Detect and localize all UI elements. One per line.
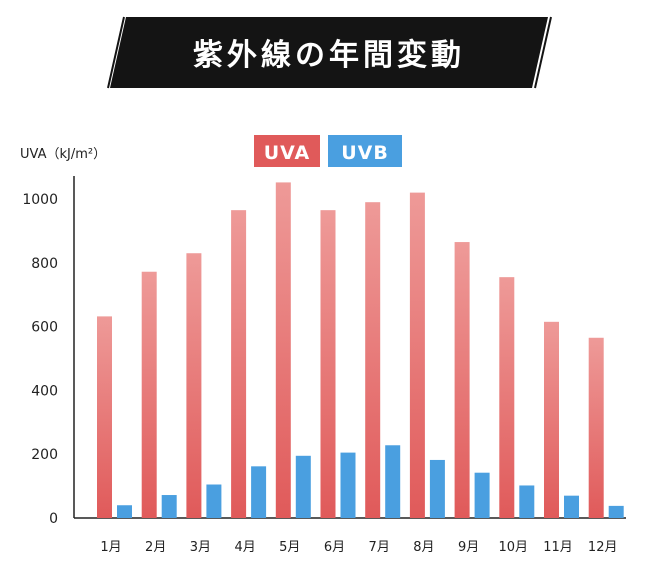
y-tick-label: 400: [31, 383, 58, 399]
y-axis-label: UVA（kJ/m²）: [20, 147, 106, 162]
bar-uva: [544, 321, 559, 518]
bar-uva: [320, 210, 336, 519]
x-tick-label: 12月: [588, 540, 618, 555]
bar-uvb: [385, 445, 401, 518]
title-banner-shape: [110, 17, 548, 88]
bar-uva: [365, 202, 381, 518]
x-tick-label: 4月: [234, 540, 255, 555]
bar-uvb: [206, 484, 222, 518]
bar-uvb: [251, 466, 267, 518]
bar-uva: [231, 210, 247, 519]
x-tick-label: 8月: [413, 540, 434, 555]
x-tick-label: 10月: [499, 540, 529, 555]
bars: [97, 182, 624, 519]
bar-uvb: [340, 452, 356, 518]
bar-uvb: [429, 459, 445, 518]
bar-uva: [141, 271, 157, 518]
x-tick-label: 7月: [369, 540, 390, 555]
bar-uva: [97, 316, 112, 518]
x-tick-label: 9月: [458, 540, 479, 555]
y-ticks: 0 200 400 600 800 1000: [22, 192, 58, 527]
title-banner-slash-left: [107, 16, 125, 89]
bar-uvb: [161, 495, 177, 518]
legend-label-uva: UVA: [264, 142, 311, 164]
bar-uvb: [474, 472, 490, 518]
legend: UVA UVB: [254, 135, 402, 167]
bar-uvb: [564, 495, 579, 518]
x-tick-label: 3月: [190, 540, 211, 555]
x-tick-label: 1月: [100, 540, 121, 555]
legend-label-uvb: UVB: [341, 142, 389, 164]
legend-swatch-uvb: [328, 135, 402, 167]
bar-uva: [409, 192, 425, 518]
y-tick-label: 600: [31, 320, 58, 336]
bar-uvb: [295, 455, 311, 518]
x-tick-label: 11月: [543, 540, 573, 555]
title-banner: 紫外線の年間変動: [107, 16, 552, 89]
bar-uva: [499, 277, 515, 518]
bar-uva: [588, 337, 604, 518]
bar-uvb: [608, 505, 624, 518]
title-banner-slash-right: [534, 16, 552, 89]
y-tick-label: 0: [49, 511, 58, 527]
bar-uva: [454, 242, 470, 518]
bar-uvb: [117, 505, 132, 518]
bar-uvb: [519, 485, 535, 518]
bar-uva: [275, 182, 291, 519]
x-tick-label: 2月: [145, 540, 166, 555]
y-tick-label: 1000: [22, 192, 58, 208]
x-ticks: 1月 2月 3月 4月 5月 6月 7月 8月 9月 10月 11月 12月: [100, 540, 617, 555]
x-tick-label: 6月: [324, 540, 345, 555]
bar-uva: [186, 253, 202, 519]
chart-title: 紫外線の年間変動: [193, 38, 465, 73]
legend-swatch-uva: [254, 135, 320, 167]
x-tick-label: 5月: [279, 540, 300, 555]
y-tick-label: 200: [31, 447, 58, 463]
y-tick-label: 800: [31, 256, 58, 272]
